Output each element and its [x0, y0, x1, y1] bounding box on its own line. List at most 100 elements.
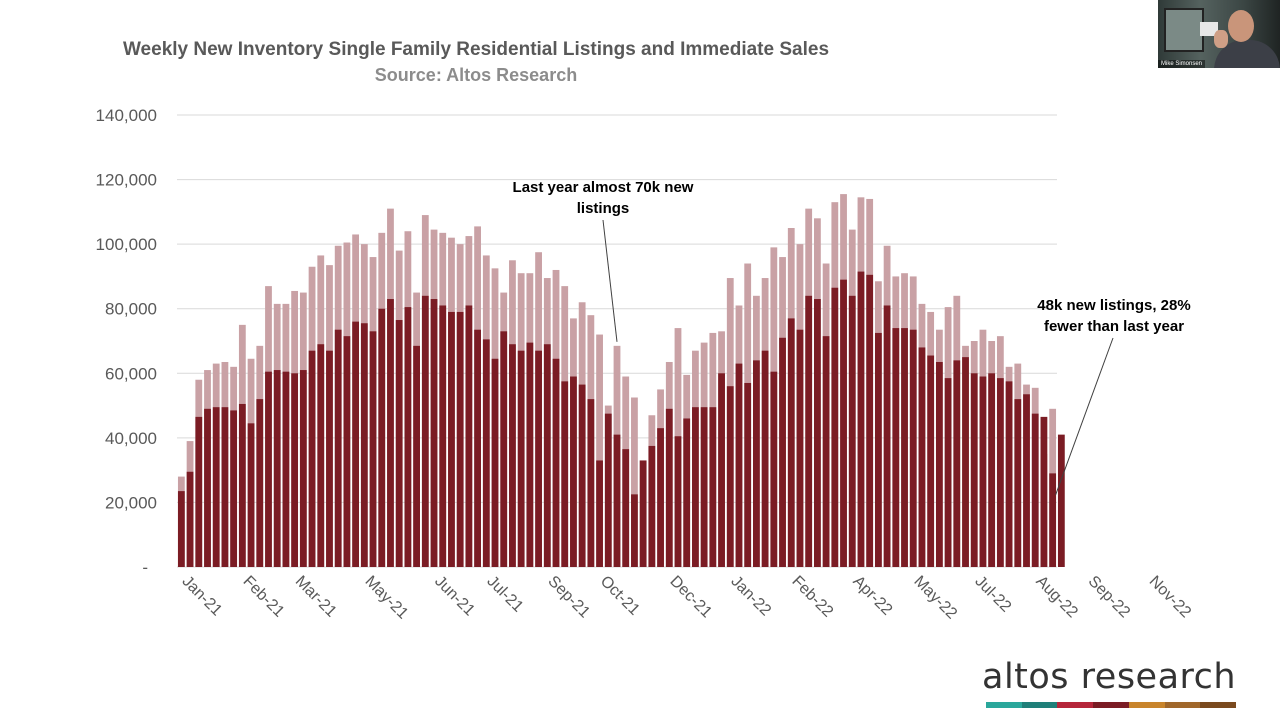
bar-immediate-sales: [631, 494, 638, 567]
bar-immediate-sales: [970, 373, 978, 567]
bar-immediate-sales: [186, 471, 194, 567]
bar-immediate-sales: [770, 371, 778, 567]
bar-immediate-sales: [448, 311, 455, 567]
logo-stripe-segment: [1164, 702, 1201, 708]
bar-immediate-sales: [726, 386, 734, 567]
bar-immediate-sales: [352, 321, 360, 567]
annotation-leader-line: [1055, 337, 1114, 495]
bar-immediate-sales: [988, 373, 996, 567]
bar-immediate-sales: [779, 337, 786, 567]
bar-immediate-sales: [230, 410, 238, 567]
bar-immediate-sales: [517, 350, 525, 567]
bar-immediate-sales: [1049, 473, 1057, 567]
altos-logo-stripe: [986, 702, 1237, 708]
bar-immediate-sales: [953, 360, 961, 567]
bar-immediate-sales: [413, 345, 421, 567]
bar-immediate-sales: [831, 287, 839, 567]
bar-immediate-sales: [308, 350, 316, 567]
chart-title: Weekly New Inventory Single Family Resid…: [122, 39, 830, 60]
bar-immediate-sales: [962, 357, 969, 567]
annotation-leader-line: [602, 219, 618, 342]
bar-immediate-sales: [805, 295, 813, 567]
x-tick-label: May-21: [361, 573, 411, 623]
bar-immediate-sales: [709, 407, 717, 567]
y-tick-label: 20,000: [105, 493, 157, 512]
presenter-video[interactable]: Mike Simonsen: [1158, 0, 1280, 68]
x-tick-label: Jun-21: [431, 573, 478, 620]
logo-stripe-segment: [986, 702, 1022, 708]
annotation-lines: [602, 219, 1114, 495]
bar-immediate-sales: [535, 350, 542, 567]
logo-stripe-segment: [1128, 702, 1165, 708]
bar-immediate-sales: [204, 408, 211, 567]
y-tick-label: 40,000: [105, 429, 157, 448]
bar-immediate-sales: [613, 434, 621, 567]
bar-immediate-sales: [291, 373, 299, 567]
bar-immediate-sales: [256, 399, 264, 567]
bar-immediate-sales: [343, 336, 351, 567]
bar-immediate-sales: [979, 376, 987, 567]
bar-immediate-sales: [404, 307, 412, 567]
video-window-shape: [1164, 8, 1204, 52]
bar-immediate-sales: [639, 460, 647, 567]
bar-immediate-sales: [474, 329, 481, 567]
bar-immediate-sales: [360, 323, 368, 567]
y-tick-label: 60,000: [105, 364, 157, 383]
bar-immediate-sales: [395, 320, 403, 567]
bar-immediate-sales: [604, 413, 612, 567]
x-tick-label: Sep-21: [544, 573, 593, 622]
bar-immediate-sales: [578, 384, 586, 567]
bar-immediate-sales: [369, 331, 377, 567]
bar-immediate-sales: [718, 373, 725, 567]
bar-immediate-sales: [901, 328, 908, 567]
bar-immediate-sales: [944, 378, 952, 567]
bar-immediate-sales: [430, 299, 438, 567]
bar-immediate-sales: [282, 371, 290, 567]
bar-immediate-sales: [787, 318, 795, 567]
bar-immediate-sales: [587, 399, 595, 567]
annotation-last-year-line1: Last year almost 70k new: [512, 179, 694, 196]
bar-immediate-sales: [482, 339, 490, 567]
logo-stripe-segment: [1200, 702, 1237, 708]
bar-immediate-sales: [247, 423, 255, 567]
logo-stripe-segment: [1093, 702, 1129, 708]
bar-immediate-sales: [918, 347, 926, 567]
bar-immediate-sales: [177, 491, 185, 567]
bar-immediate-sales: [526, 342, 534, 567]
bar-immediate-sales: [195, 416, 203, 567]
bars: [177, 194, 1065, 568]
bar-immediate-sales: [657, 428, 664, 567]
x-tick-label: Jan-22: [727, 573, 774, 620]
bar-immediate-sales: [299, 370, 307, 567]
x-axis-tick-labels: Jan-21 Feb-21 Mar-21 May-21 Jun-21 Jul-21 Sep-…: [179, 573, 1195, 623]
bar-immediate-sales: [421, 295, 429, 567]
bar-immediate-sales: [648, 445, 656, 567]
bar-immediate-sales: [561, 381, 569, 567]
bar-immediate-sales: [674, 436, 682, 567]
bar-immediate-sales: [387, 299, 394, 567]
bar-immediate-sales: [892, 328, 900, 567]
bar-immediate-sales: [570, 376, 577, 567]
bar-immediate-sales: [317, 344, 325, 567]
y-axis-tick-labels: - 20,000 40,000 60,000 80,000 100,000 120,000 1…: [96, 106, 157, 577]
bar-immediate-sales: [822, 336, 830, 567]
bar-immediate-sales: [596, 460, 603, 567]
altos-logo: altos research: [980, 654, 1242, 710]
x-tick-label: Oct-21: [597, 573, 643, 619]
bar-immediate-sales: [848, 295, 856, 567]
bar-immediate-sales: [857, 271, 865, 567]
y-tick-label: 140,000: [96, 106, 157, 125]
bar-immediate-sales: [509, 344, 516, 567]
x-tick-label: Mar-21: [292, 573, 340, 621]
bar-immediate-sales: [874, 332, 882, 567]
bar-immediate-sales: [456, 311, 464, 567]
bar-immediate-sales: [212, 407, 220, 567]
bar-immediate-sales: [692, 407, 699, 567]
bar-immediate-sales: [1040, 416, 1048, 567]
bar-immediate-sales: [840, 279, 847, 567]
bar-immediate-sales: [378, 308, 386, 567]
x-tick-label: Jan-21: [179, 573, 226, 620]
bar-immediate-sales: [265, 371, 272, 567]
bar-immediate-sales: [866, 274, 874, 567]
